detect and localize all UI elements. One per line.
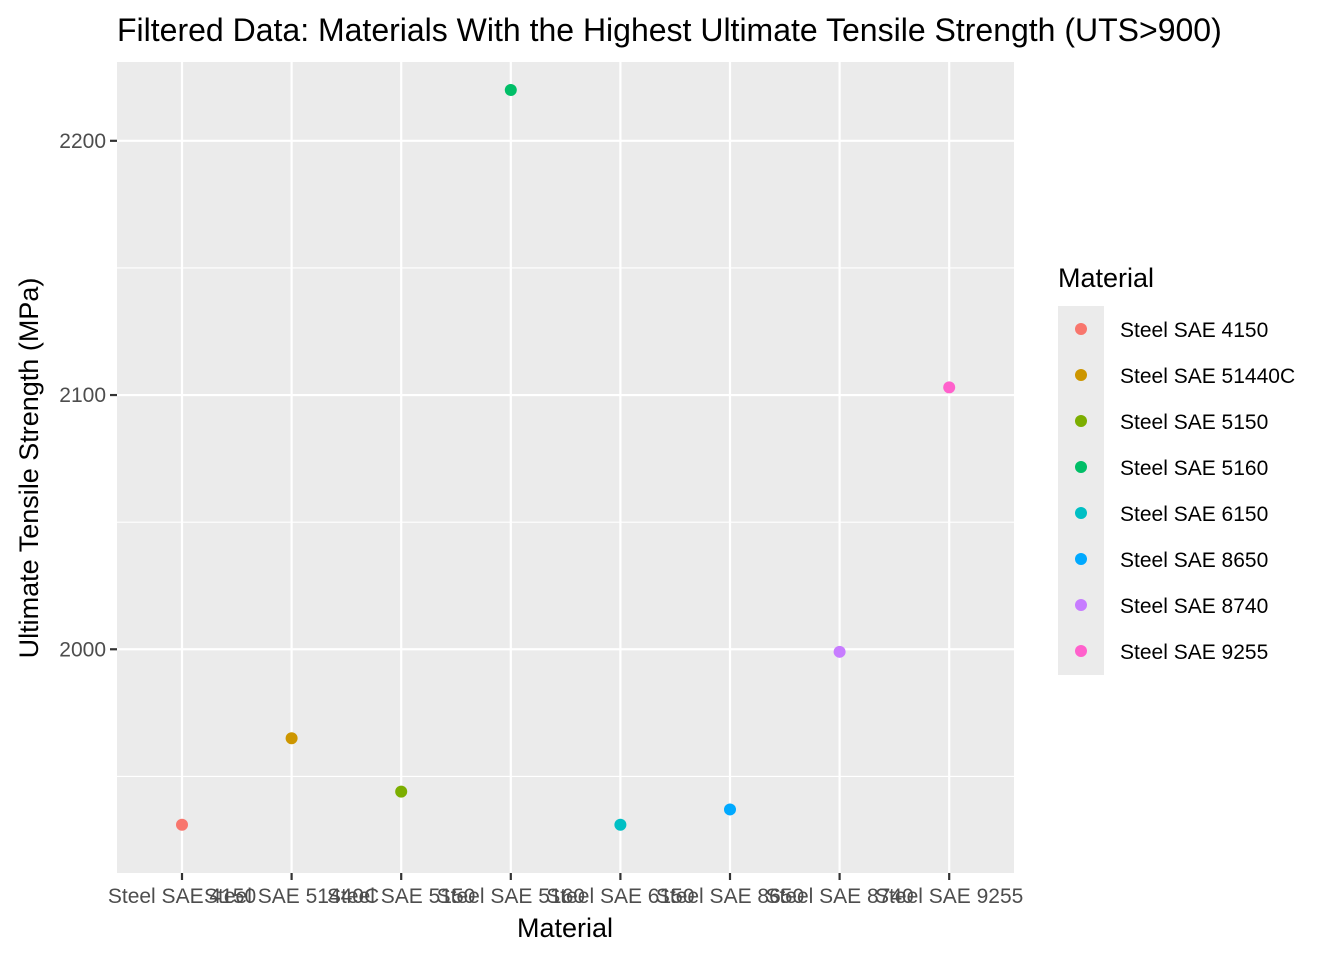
legend-key — [1075, 507, 1087, 519]
legend-label: Steel SAE 8650 — [1120, 549, 1268, 572]
legend-label: Steel SAE 6150 — [1120, 503, 1268, 526]
x-tick-label: Steel SAE 4150 — [108, 885, 256, 908]
legend-key — [1075, 323, 1087, 335]
legend-title: Material — [1058, 263, 1154, 293]
legend-label: Steel SAE 9255 — [1120, 641, 1268, 664]
x-tick-label: Steel SAE 5150 — [327, 885, 475, 908]
x-tick-label: Steel SAE 9255 — [875, 885, 1023, 908]
data-point — [943, 381, 956, 394]
legend-items: Steel SAE 4150 Steel SAE 51440C Steel SAE … — [1075, 319, 1295, 664]
legend-label: Steel SAE 5150 — [1120, 411, 1268, 434]
x-tick-label: Steel SAE 8650 — [656, 885, 804, 908]
legend-label: Steel SAE 8740 — [1120, 595, 1268, 618]
data-points — [176, 83, 956, 831]
legend-label: Steel SAE 4150 — [1120, 319, 1268, 342]
legend-key — [1075, 553, 1087, 565]
y-axis-title: Ultimate Tensile Strength (MPa) — [14, 278, 44, 659]
y-tick-label: 2100 — [59, 384, 106, 407]
legend-key — [1075, 415, 1087, 427]
x-tick-label: Steel SAE 5160 — [437, 885, 585, 908]
x-tick-label: Steel SAE 8740 — [765, 885, 913, 908]
data-point — [833, 645, 846, 658]
legend-key-background — [1058, 306, 1104, 675]
legend-key — [1075, 599, 1087, 611]
data-point — [395, 785, 408, 798]
chart-title: Filtered Data: Materials With the Highes… — [117, 12, 1222, 48]
plot-panel — [117, 62, 1014, 873]
data-point — [285, 732, 298, 745]
data-point — [724, 803, 736, 816]
data-point — [504, 83, 517, 96]
y-axis: 2000 2100 2200 — [59, 130, 117, 661]
legend-label: Steel SAE 51440C — [1120, 365, 1295, 388]
data-point — [614, 818, 627, 831]
y-tick-label: 2000 — [59, 638, 106, 661]
legend-label: Steel SAE 5160 — [1120, 457, 1268, 480]
data-point — [176, 818, 188, 831]
x-axis-title: Material — [517, 913, 613, 943]
y-tick-label: 2200 — [59, 130, 106, 153]
x-tick-label: Steel SAE 51440C — [204, 885, 379, 908]
major-gridlines — [117, 62, 1014, 873]
legend-key — [1075, 461, 1087, 473]
legend-key — [1075, 369, 1087, 381]
minor-gridlines — [117, 267, 1014, 777]
x-tick-label: Steel SAE 6150 — [546, 885, 694, 908]
legend-key — [1075, 645, 1087, 657]
